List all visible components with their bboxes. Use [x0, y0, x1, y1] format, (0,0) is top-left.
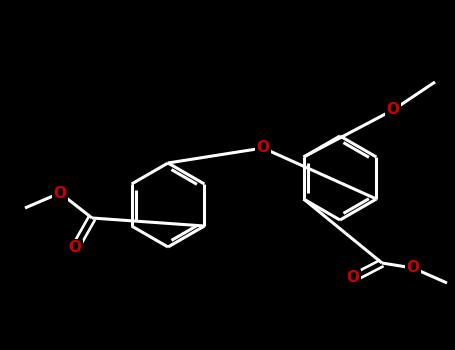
Text: O: O: [386, 103, 399, 118]
Text: O: O: [347, 271, 359, 286]
Text: O: O: [257, 140, 269, 155]
Text: O: O: [406, 260, 420, 275]
Text: O: O: [69, 240, 81, 256]
Text: O: O: [54, 186, 66, 201]
